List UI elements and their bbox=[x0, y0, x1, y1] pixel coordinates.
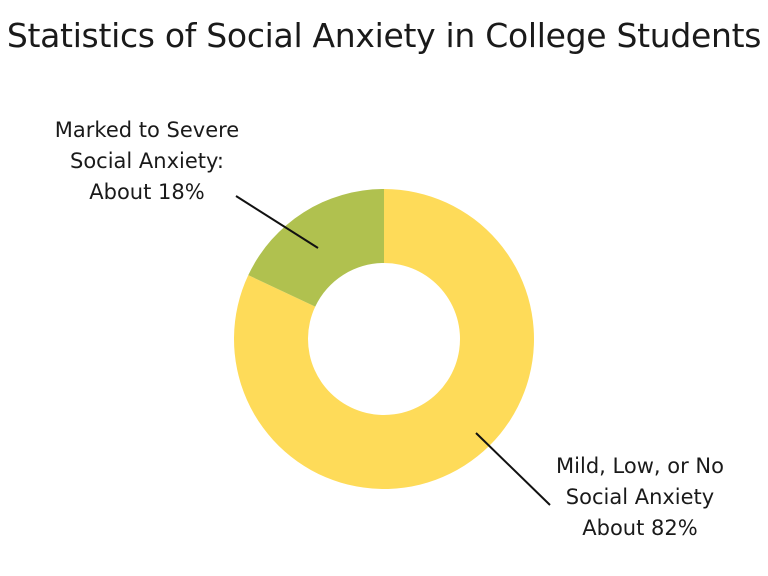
annotation-line: Social Anxiety: bbox=[69, 149, 224, 173]
annotation-line: Mild, Low, or No bbox=[556, 454, 724, 478]
annotation-marked-severe: Marked to Severe Social Anxiety: About 1… bbox=[18, 115, 276, 208]
slice-mild-low-none bbox=[234, 189, 535, 489]
annotation-line: Marked to Severe bbox=[54, 118, 240, 142]
leader-line-mild-low-none bbox=[475, 432, 551, 506]
chart-title: Statistics of Social Anxiety in College … bbox=[6, 16, 762, 55]
annotation-line: Social Anxiety bbox=[565, 485, 715, 509]
annotation-mild-low-none: Mild, Low, or No Social Anxiety About 82… bbox=[540, 451, 740, 544]
annotation-line: About 18% bbox=[89, 180, 205, 204]
donut-slices bbox=[234, 189, 535, 489]
leader-line-marked-severe bbox=[235, 195, 319, 249]
annotation-line: About 82% bbox=[582, 516, 698, 540]
